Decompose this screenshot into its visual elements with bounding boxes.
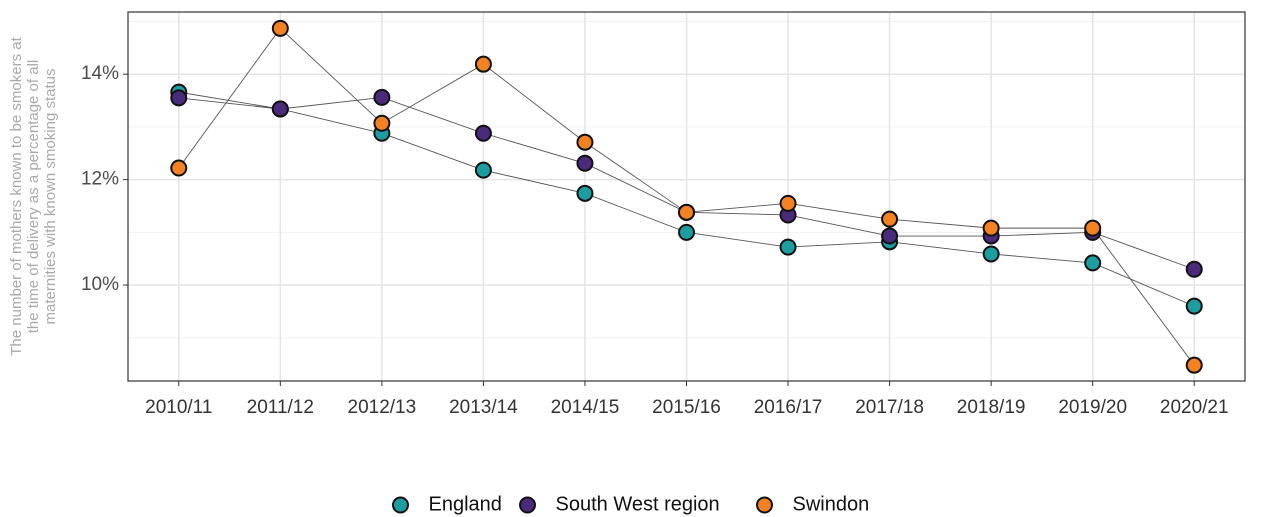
legend-label: South West region [556, 493, 720, 515]
point [1084, 219, 1102, 237]
legend-marker [519, 496, 536, 514]
point [1185, 356, 1203, 374]
y-axis-label: The number of mothers known to be smoker… [8, 36, 59, 355]
point [678, 223, 695, 241]
point [576, 184, 594, 202]
x-tick-label: 2014/15 [551, 397, 620, 418]
point [576, 154, 594, 172]
x-tick-label: 2013/14 [449, 397, 518, 418]
point [474, 55, 492, 73]
point [373, 114, 391, 132]
point [576, 133, 594, 151]
legend-marker [756, 496, 773, 514]
x-tick-label: 2019/20 [1058, 397, 1127, 418]
x-tick-label: 2018/19 [957, 397, 1026, 418]
x-tick-label: 2015/16 [652, 397, 721, 418]
point [1185, 260, 1203, 278]
x-tick-label: 2011/12 [247, 397, 314, 418]
x-tick-label: 2010/11 [145, 397, 212, 418]
x-tick-label: 2012/13 [348, 397, 417, 418]
point [373, 88, 391, 106]
point [1084, 254, 1102, 272]
x-tick-label: 2017/18 [855, 397, 924, 418]
point [779, 238, 797, 256]
point [170, 159, 188, 177]
legend-marker [392, 496, 409, 514]
point [881, 210, 899, 228]
legend-label: England [429, 493, 502, 515]
y-tick-label: 12% [81, 169, 119, 190]
point [678, 203, 695, 221]
y-axis-label-line: the time of delivery as a percentage of … [25, 60, 42, 334]
point [1185, 297, 1203, 315]
point [474, 124, 492, 142]
plot-border [127, 11, 1246, 382]
y-axis-label-line: maternities with known smoking status [42, 69, 59, 325]
point [271, 100, 289, 118]
point [271, 19, 289, 37]
point [982, 219, 1000, 237]
point [779, 194, 797, 212]
x-tick-label: 2016/17 [754, 397, 823, 418]
y-axis-label-line: The number of mothers known to be smoker… [8, 36, 25, 355]
legend-label: Swindon [793, 493, 870, 515]
y-tick-label: 14% [81, 63, 119, 84]
point [881, 227, 899, 245]
point [982, 245, 1000, 263]
point [474, 161, 492, 179]
x-tick-label: 2020/21 [1160, 397, 1229, 418]
point [170, 89, 188, 107]
y-tick-label: 10% [81, 274, 119, 295]
